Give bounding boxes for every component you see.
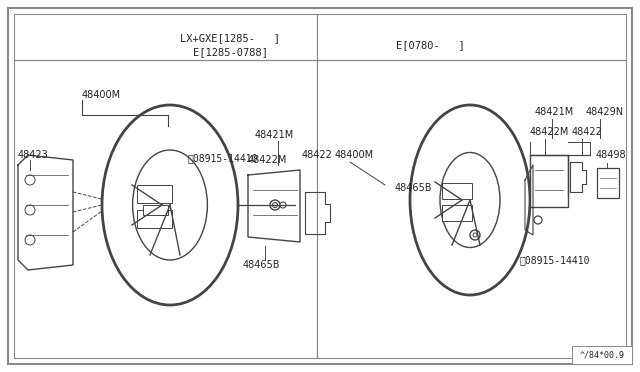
Text: Ⓦ08915-14410: Ⓦ08915-14410 — [520, 255, 591, 265]
Text: 48423: 48423 — [18, 150, 49, 160]
Circle shape — [273, 202, 278, 208]
Text: 48421M: 48421M — [255, 130, 294, 140]
Circle shape — [25, 205, 35, 215]
Bar — [572, 346, 632, 364]
Bar — [137, 210, 172, 228]
Bar — [442, 205, 472, 221]
Text: 48429N: 48429N — [586, 107, 624, 117]
Text: E[1285-0788]: E[1285-0788] — [193, 47, 268, 57]
Text: 48465B: 48465B — [395, 183, 433, 193]
Circle shape — [534, 216, 542, 224]
Bar — [597, 168, 619, 198]
Bar — [137, 185, 172, 203]
Text: ^/84*00.9: ^/84*00.9 — [579, 350, 625, 359]
Text: 48421M: 48421M — [535, 107, 574, 117]
Circle shape — [270, 200, 280, 210]
Circle shape — [280, 202, 286, 208]
Text: 48465B: 48465B — [243, 260, 280, 270]
Bar — [442, 183, 472, 199]
Text: E[0780-   ]: E[0780- ] — [396, 40, 465, 50]
Text: 48422: 48422 — [302, 150, 333, 160]
Text: 48400M: 48400M — [335, 150, 374, 160]
Text: Ⓦ08915-14410: Ⓦ08915-14410 — [188, 153, 259, 163]
Bar — [143, 205, 168, 215]
Circle shape — [473, 233, 477, 237]
Text: 48400M: 48400M — [82, 90, 121, 100]
Text: 48422M: 48422M — [248, 155, 287, 165]
Text: 48422M: 48422M — [530, 127, 570, 137]
Text: 48498: 48498 — [596, 150, 627, 160]
Text: LX+GXE[1285-   ]: LX+GXE[1285- ] — [180, 33, 280, 43]
Circle shape — [25, 175, 35, 185]
Circle shape — [25, 235, 35, 245]
Circle shape — [470, 230, 480, 240]
Text: 48422: 48422 — [572, 127, 603, 137]
Bar — [530, 155, 568, 207]
